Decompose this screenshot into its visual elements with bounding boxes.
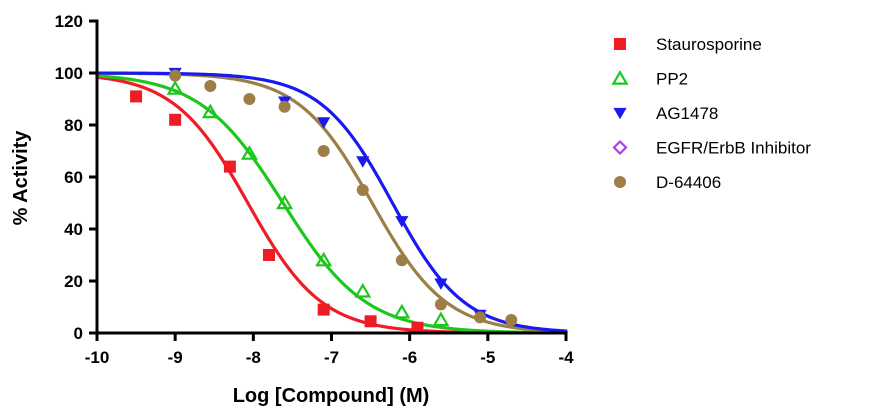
x-tick-label: -4 — [558, 348, 574, 367]
y-tick-label: 80 — [64, 116, 83, 135]
data-point-pp2 — [201, 103, 219, 119]
legend-label: AG1478 — [656, 104, 718, 123]
y-ticks: 0 20 40 60 80 100 120 — [55, 12, 97, 343]
data-point-staurosporine — [130, 90, 143, 103]
fit-curve-pp2 — [95, 74, 568, 335]
fit-curve-ag1478 — [95, 71, 568, 333]
legend-label: EGFR/ErbB Inhibitor — [656, 139, 811, 158]
x-tick-label: -10 — [85, 348, 110, 367]
data-point-staurosporine — [317, 303, 330, 316]
legend-marker — [614, 176, 626, 188]
plot-lines — [95, 71, 568, 335]
legend-label: PP2 — [656, 70, 688, 89]
data-point-staurosporine — [364, 315, 377, 328]
data-point-staurosporine — [169, 113, 182, 126]
fit-curve-staurosporine — [95, 75, 568, 335]
y-tick-label: 60 — [64, 168, 83, 187]
data-point-ag1478 — [356, 156, 370, 168]
axes: -10 -9 -8 -7 -6 -5 -4 0 20 40 60 80 100 120 — [55, 12, 574, 367]
data-point-d-64406 — [434, 298, 447, 311]
data-point-pp2 — [276, 194, 294, 210]
data-point-pp2 — [393, 303, 411, 319]
y-tick-label: 20 — [64, 272, 83, 291]
legend-label: Staurosporine — [656, 35, 762, 54]
data-point-pp2 — [315, 251, 333, 267]
x-tick-label: -5 — [480, 348, 495, 367]
legend-marker — [614, 38, 626, 50]
data-point-pp2 — [240, 145, 258, 160]
plot-markers — [130, 67, 518, 334]
legend-marker — [611, 70, 629, 85]
x-axis-title: Log [Compound] (M) — [233, 385, 430, 407]
x-ticks: -10 -9 -8 -7 -6 -5 -4 — [85, 333, 574, 367]
x-tick-label: -8 — [246, 348, 261, 367]
x-tick-label: -6 — [402, 348, 417, 367]
y-tick-label: 40 — [64, 220, 83, 239]
data-point-pp2 — [166, 80, 184, 95]
y-tick-label: 0 — [74, 324, 83, 343]
legend-marker — [613, 107, 627, 120]
data-point-d-64406 — [505, 314, 518, 326]
data-point-d-64406 — [278, 100, 291, 113]
data-point-d-64406 — [204, 80, 217, 92]
legend-label: D-64406 — [656, 173, 721, 192]
legend-marker — [612, 139, 628, 156]
data-point-d-64406 — [395, 254, 408, 267]
data-point-ag1478 — [395, 216, 409, 228]
data-point-ag1478 — [434, 278, 448, 290]
x-tick-label: -9 — [168, 348, 183, 367]
x-tick-label: -7 — [324, 348, 339, 367]
data-point-ag1478 — [317, 117, 331, 129]
legend: Staurosporine PP2 AG1478 EGFR/ErbB Inhibito… — [611, 35, 811, 192]
data-point-d-64406 — [356, 184, 369, 196]
data-point-d-64406 — [169, 69, 182, 82]
data-point-d-64406 — [474, 311, 487, 324]
data-point-staurosporine — [411, 321, 424, 334]
data-point-pp2 — [354, 282, 372, 298]
y-tick-label: 120 — [55, 12, 83, 31]
y-tick-label: 100 — [55, 64, 83, 83]
data-point-d-64406 — [317, 145, 330, 157]
y-axis-title: % Activity — [10, 130, 32, 226]
data-point-staurosporine — [223, 160, 236, 173]
data-point-d-64406 — [243, 93, 256, 105]
data-point-pp2 — [432, 311, 450, 327]
data-point-staurosporine — [262, 249, 275, 261]
